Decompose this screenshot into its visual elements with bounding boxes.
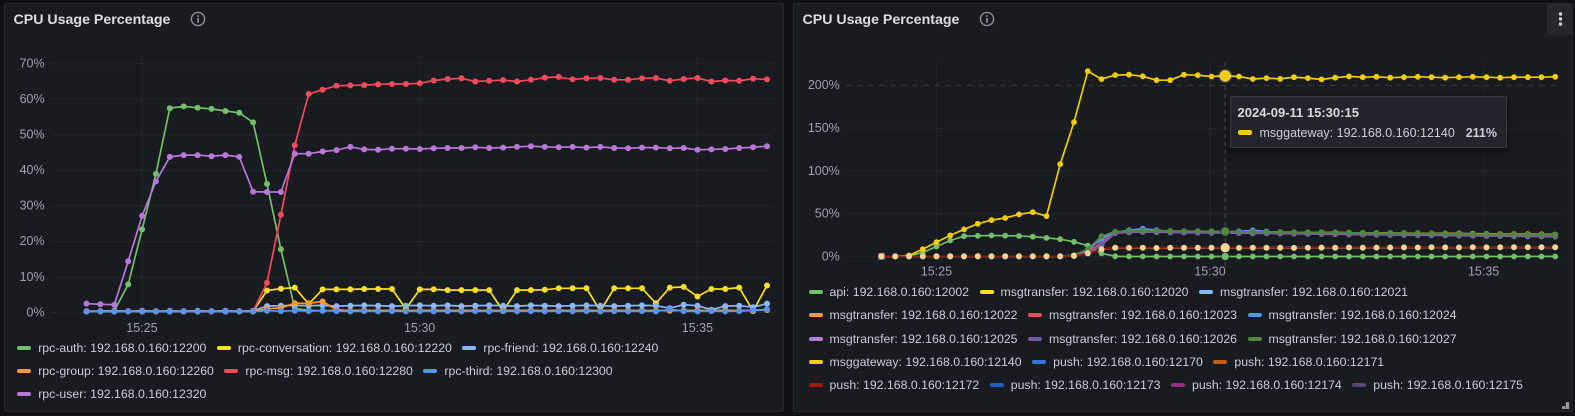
svg-text:40%: 40% <box>20 163 45 177</box>
svg-text:15:35: 15:35 <box>682 321 713 335</box>
svg-text:10%: 10% <box>20 270 45 284</box>
svg-text:50%: 50% <box>815 207 840 221</box>
svg-text:15:30: 15:30 <box>404 321 435 335</box>
svg-text:50%: 50% <box>20 128 45 142</box>
svg-text:60%: 60% <box>20 92 45 106</box>
svg-text:30%: 30% <box>20 199 45 213</box>
svg-text:15:35: 15:35 <box>1468 265 1499 279</box>
svg-text:200%: 200% <box>808 78 840 92</box>
svg-text:15:25: 15:25 <box>921 265 952 279</box>
svg-text:15:25: 15:25 <box>126 321 157 335</box>
svg-text:20%: 20% <box>20 234 45 248</box>
svg-text:15:30: 15:30 <box>1194 265 1225 279</box>
svg-text:0%: 0% <box>27 305 45 319</box>
svg-text:0%: 0% <box>822 250 840 264</box>
svg-text:150%: 150% <box>808 121 840 135</box>
svg-text:100%: 100% <box>808 164 840 178</box>
svg-text:70%: 70% <box>20 57 45 71</box>
